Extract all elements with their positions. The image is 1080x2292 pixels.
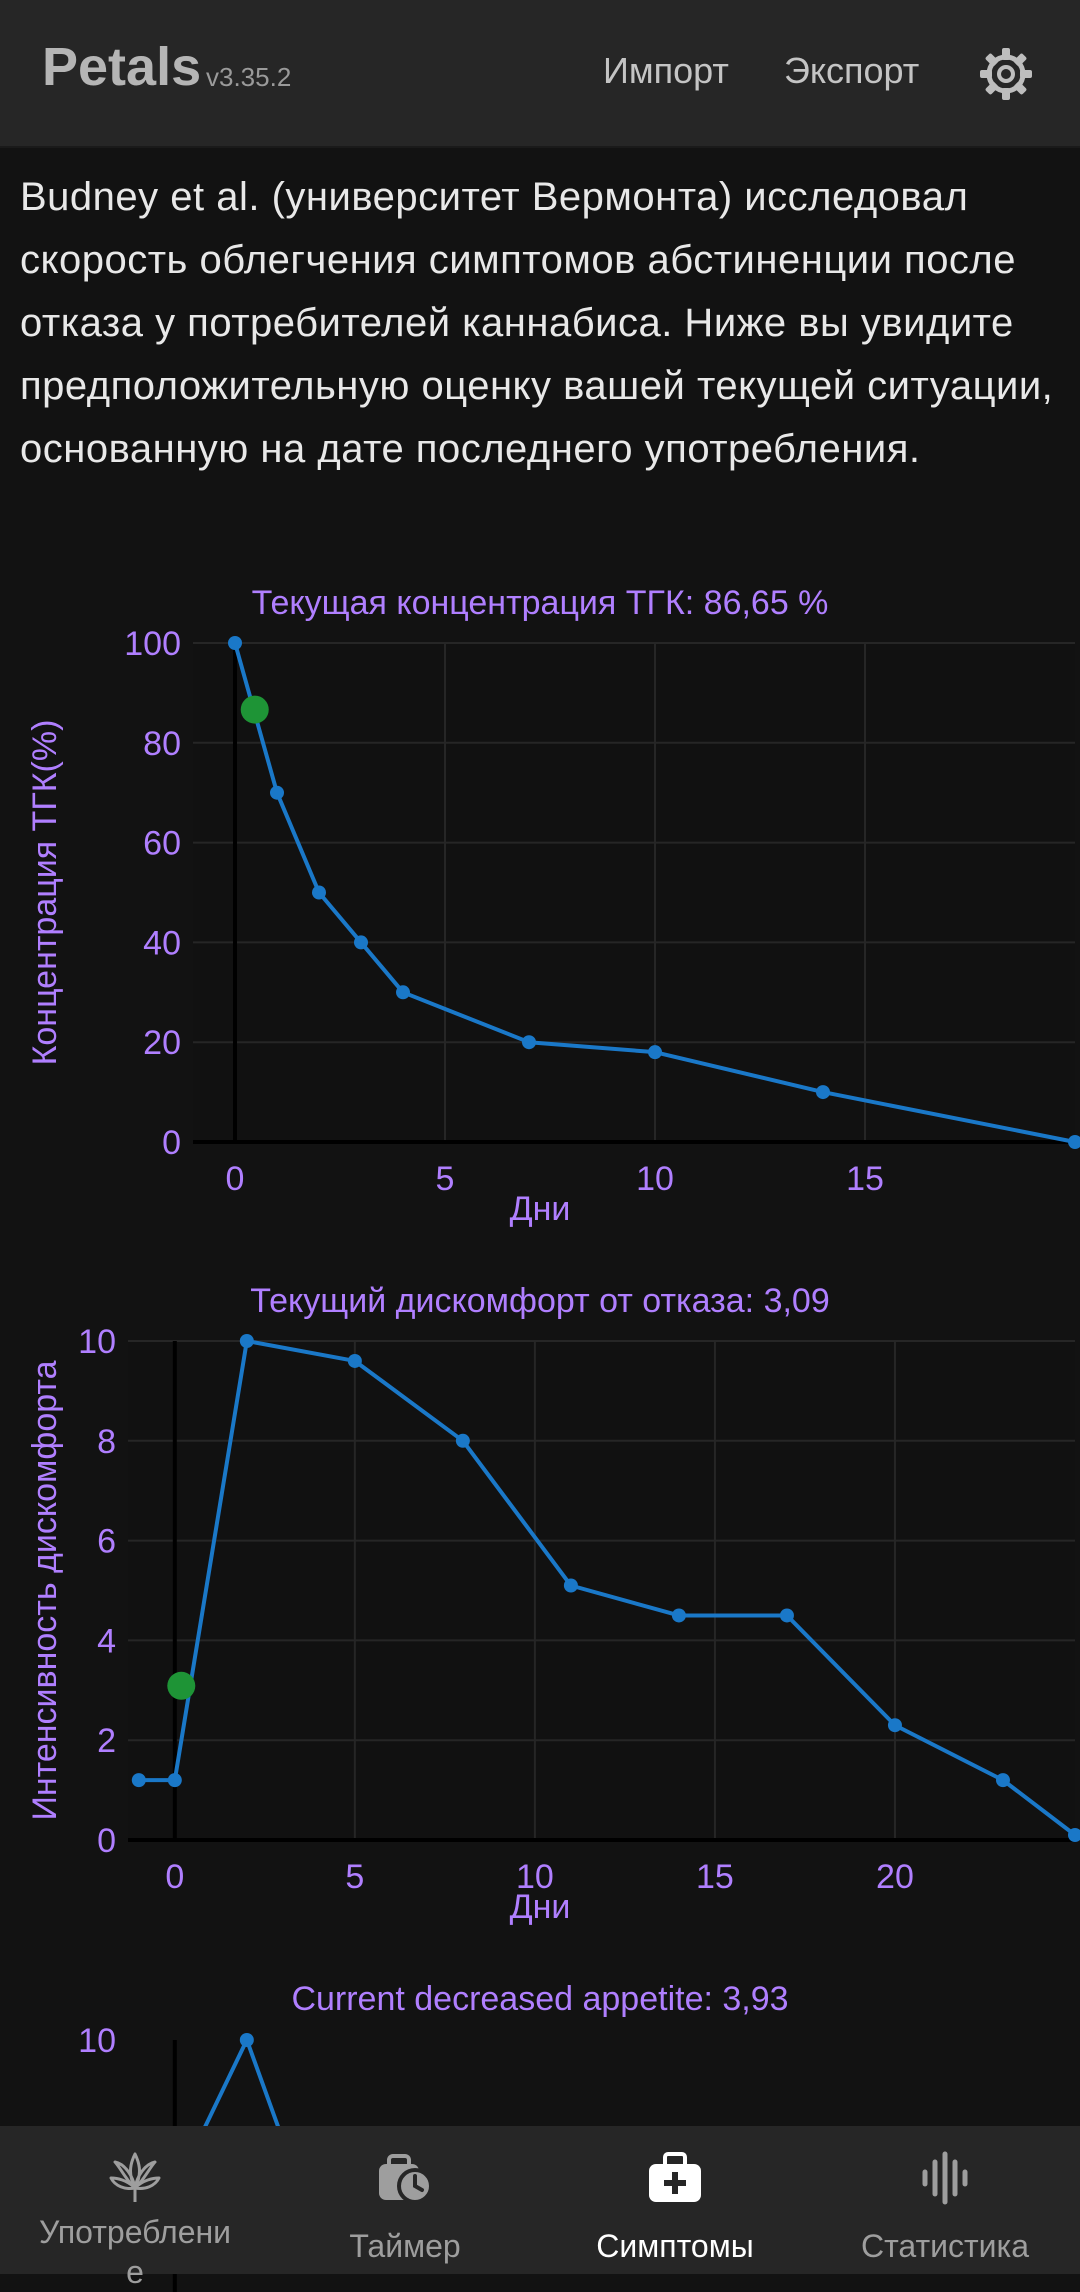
data-point <box>887 1718 902 1733</box>
nav-statistics[interactable]: Статистика <box>810 2126 1080 2274</box>
data-point <box>396 985 410 1000</box>
data-point <box>270 785 284 800</box>
y-tick-label: 60 <box>143 825 181 863</box>
export-button[interactable]: Экспорт <box>784 50 920 91</box>
current-point <box>240 695 269 724</box>
nav-usage-label: Употреблени е <box>38 2214 232 2290</box>
data-point <box>648 1045 662 1060</box>
data-point <box>1068 1828 1080 1843</box>
data-point <box>563 1578 578 1593</box>
first-aid-kit-icon <box>649 2152 701 2202</box>
y-tick-label: 0 <box>97 1822 116 1860</box>
data-point <box>816 1085 830 1100</box>
nav-usage[interactable]: Употреблени е <box>0 2126 270 2290</box>
y-tick-label: 100 <box>124 625 181 663</box>
bottom-navigation: Употреблени е Таймер Симптомы <box>0 2126 1080 2290</box>
y-tick-label: 0 <box>162 1124 181 1162</box>
data-point <box>312 885 326 900</box>
data-point <box>167 1773 182 1788</box>
data-point <box>354 935 368 950</box>
nav-symptoms-label: Симптомы <box>596 2228 754 2264</box>
x-tick-label: 0 <box>226 1160 245 1198</box>
x-axis-label: Дни <box>510 1888 571 1926</box>
data-point <box>239 2033 254 2047</box>
chart-title: Текущий дискомфорт от отказа: 3,09 <box>250 1282 830 1320</box>
y-tick-label: 4 <box>97 1622 116 1660</box>
gear-icon[interactable] <box>976 44 1036 104</box>
y-tick-label: 10 <box>78 1323 116 1361</box>
y-tick-label: 8 <box>97 1423 116 1461</box>
statistics-icon <box>922 2151 968 2205</box>
current-point <box>167 1671 196 1700</box>
nav-timer[interactable]: Таймер <box>270 2126 540 2274</box>
y-tick-label: 40 <box>143 924 181 962</box>
withdrawal-discomfort-chart: Текущий дискомфорт от отказа: 3,09 0 2 4 6 8 1… <box>26 1282 1080 1926</box>
app-version: v3.35.2 <box>206 62 292 92</box>
cannabis-leaf-icon <box>109 2152 161 2202</box>
nav-timer-label: Таймер <box>349 2228 461 2264</box>
data-point <box>671 1608 686 1623</box>
chart-title: Текущая концентрация ТГК: 86,65 % <box>252 584 829 622</box>
app-title: Petals <box>42 37 202 97</box>
chart-title: Current decreased appetite: 3,93 <box>291 1980 788 2018</box>
data-point <box>347 1353 362 1368</box>
x-tick-label: 15 <box>696 1858 734 1896</box>
data-point <box>228 636 242 650</box>
x-tick-label: 5 <box>436 1160 455 1198</box>
intro-text: Budney et al. (университет Вермонта) исс… <box>20 175 1054 471</box>
x-tick-label: 5 <box>345 1858 364 1896</box>
plot-area <box>193 643 1075 1142</box>
timer-icon <box>379 2154 433 2204</box>
data-point <box>131 1773 146 1788</box>
y-axis-label: Интенсивность дискомфорта <box>26 1360 64 1820</box>
x-tick-label: 10 <box>516 1858 554 1896</box>
y-tick-label: 80 <box>143 725 181 763</box>
data-point <box>522 1035 536 1050</box>
app-bar: Petals v3.35.2 Импорт Экспорт <box>0 0 1080 148</box>
x-tick-label: 20 <box>876 1858 914 1896</box>
x-tick-label: 0 <box>165 1858 184 1896</box>
y-tick-label: 2 <box>97 1722 116 1760</box>
data-point <box>455 1433 470 1448</box>
nav-symptoms[interactable]: Симптомы <box>540 2126 810 2274</box>
data-point <box>1068 1135 1080 1149</box>
y-axis-label: Концентрация ТГК(%) <box>26 720 64 1066</box>
thc-concentration-chart: Текущая концентрация ТГК: 86,65 % 0 20 40 60… <box>26 584 1080 1228</box>
data-point <box>779 1608 794 1623</box>
nav-statistics-label: Статистика <box>860 2228 1030 2264</box>
plot-area <box>128 1341 1075 1840</box>
y-tick-label: 20 <box>143 1024 181 1062</box>
x-tick-label: 15 <box>846 1160 884 1198</box>
x-axis-label: Дни <box>510 1190 571 1228</box>
y-tick-label: 10 <box>78 2022 116 2060</box>
data-point <box>995 1773 1010 1788</box>
x-tick-label: 10 <box>636 1160 674 1198</box>
y-tick-label: 6 <box>97 1523 116 1561</box>
data-point <box>239 1334 254 1348</box>
import-button[interactable]: Импорт <box>603 50 729 91</box>
